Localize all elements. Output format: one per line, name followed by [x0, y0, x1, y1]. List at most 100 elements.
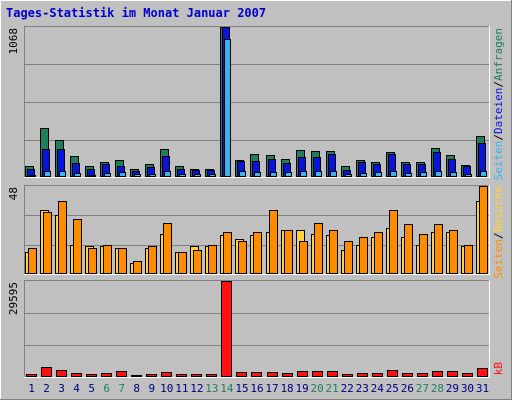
x-tick-label-day-5: 5 — [88, 382, 95, 395]
bar-kb-day-28 — [432, 371, 443, 377]
bar-seiten-day-12 — [194, 174, 201, 177]
bar-kb-day-1 — [26, 374, 37, 377]
bar-seiten-day-10 — [164, 171, 171, 177]
bar-kb-day-31 — [477, 368, 488, 377]
legend-middle-item: / — [492, 232, 505, 239]
bar-seiten-day-9 — [149, 174, 156, 177]
bar-seiten-day-19 — [300, 171, 307, 177]
bar-seiten-day-30 — [465, 174, 472, 177]
x-tick-label-day-30: 30 — [461, 382, 474, 395]
bar-kb-day-16 — [251, 372, 262, 377]
x-tick-label-day-27: 27 — [416, 382, 429, 395]
bar-seiten-visits-day-25 — [389, 210, 398, 274]
legend-top-item: Anfragen — [492, 28, 505, 81]
bar-seiten-visits-day-12 — [193, 250, 202, 274]
bar-kb-day-2 — [41, 367, 52, 377]
bar-kb-day-11 — [176, 374, 187, 377]
legend-bottom-item: kB — [492, 362, 505, 376]
bar-seiten-day-3 — [59, 171, 66, 177]
bar-seiten-visits-day-20 — [314, 223, 323, 274]
x-tick-label-day-12: 12 — [190, 382, 203, 395]
bar-seiten-visits-day-23 — [359, 237, 368, 274]
bar-seiten-visits-day-22 — [344, 241, 353, 274]
legend-middle-item: Besuche — [492, 186, 505, 232]
bar-seiten-visits-day-21 — [329, 230, 338, 274]
bar-seiten-day-13 — [209, 174, 216, 177]
x-axis-day-labels: 1 2 3 4 5 6 7 8 9 10 11 12 13 14 15 16 17 18 19 20 21 22 23 24 2… — [28, 382, 489, 395]
bar-seiten-day-26 — [405, 173, 412, 177]
bar-kb-day-14 — [221, 281, 232, 377]
bar-kb-day-27 — [417, 373, 428, 377]
bar-seiten-day-27 — [420, 172, 427, 177]
bar-kb-day-9 — [146, 374, 157, 377]
bar-seiten-visits-day-24 — [374, 232, 383, 274]
bar-kb-day-12 — [191, 374, 202, 377]
bar-seiten-visits-day-3 — [58, 201, 67, 274]
bar-seiten-visits-day-15 — [238, 241, 247, 274]
bar-seiten-day-11 — [179, 174, 186, 177]
bar-seiten-visits-day-7 — [118, 248, 127, 274]
x-tick-label-day-16: 16 — [250, 382, 263, 395]
bar-seiten-day-4 — [74, 173, 81, 177]
x-tick-label-day-8: 8 — [133, 382, 140, 395]
bar-seiten-visits-day-11 — [178, 252, 187, 274]
bar-seiten-day-21 — [330, 171, 337, 177]
bar-kb-day-10 — [161, 372, 172, 377]
bar-seiten-day-1 — [29, 175, 36, 177]
bar-seiten-visits-day-27 — [419, 234, 428, 274]
bar-seiten-day-16 — [254, 172, 261, 177]
x-tick-label-day-13: 13 — [205, 382, 218, 395]
x-tick-label-day-31: 31 — [476, 382, 489, 395]
x-tick-label-day-9: 9 — [148, 382, 155, 395]
panel-middle-ymax-label: 48 — [7, 187, 20, 200]
bar-kb-day-6 — [101, 373, 112, 377]
bar-kb-day-19 — [297, 371, 308, 377]
legend-bottom: kB — [492, 362, 505, 376]
x-tick-label-day-21: 21 — [326, 382, 339, 395]
x-tick-label-day-10: 10 — [160, 382, 173, 395]
bar-seiten-day-14 — [224, 39, 231, 177]
bar-seiten-day-17 — [270, 172, 277, 177]
bar-kb-day-30 — [462, 373, 473, 377]
bar-seiten-day-29 — [450, 172, 457, 177]
legend-top-item: Seiten — [492, 141, 505, 181]
x-tick-label-day-2: 2 — [43, 382, 50, 395]
bar-seiten-day-2 — [44, 171, 51, 177]
bar-kb-day-25 — [387, 370, 398, 377]
bar-kb-day-4 — [71, 373, 82, 377]
bar-seiten-day-7 — [119, 172, 126, 177]
bar-seiten-visits-day-18 — [284, 230, 293, 274]
bar-kb-day-13 — [206, 374, 217, 377]
bar-seiten-day-31 — [480, 171, 487, 177]
legend-middle-item: Seiten — [492, 239, 505, 279]
bar-kb-day-3 — [56, 370, 67, 377]
bar-seiten-visits-day-19 — [299, 241, 308, 274]
x-tick-label-day-4: 4 — [73, 382, 80, 395]
x-tick-label-day-1: 1 — [28, 382, 35, 395]
bar-seiten-day-6 — [104, 173, 111, 177]
panel-top-ymax-label: 1068 — [7, 28, 20, 55]
bar-kb-day-7 — [116, 371, 127, 377]
x-tick-label-day-19: 19 — [295, 382, 308, 395]
bar-seiten-visits-day-4 — [73, 219, 82, 274]
x-tick-label-day-26: 26 — [401, 382, 414, 395]
bar-seiten-visits-day-14 — [223, 232, 232, 274]
bar-seiten-visits-day-17 — [269, 210, 278, 274]
bar-seiten-day-22 — [345, 174, 352, 177]
x-tick-label-day-15: 15 — [235, 382, 248, 395]
bar-kb-day-8 — [131, 375, 142, 377]
bar-seiten-visits-day-8 — [133, 261, 142, 274]
bar-seiten-visits-day-9 — [148, 246, 157, 274]
x-tick-label-day-18: 18 — [280, 382, 293, 395]
bar-kb-day-20 — [312, 371, 323, 377]
bar-seiten-day-28 — [435, 171, 442, 177]
panel-bottom-area — [24, 280, 490, 378]
bar-seiten-visits-day-26 — [404, 224, 413, 274]
bar-seiten-visits-day-10 — [163, 223, 172, 274]
x-tick-label-day-28: 28 — [431, 382, 444, 395]
bar-seiten-day-15 — [239, 171, 246, 177]
bar-seiten-visits-day-13 — [208, 245, 217, 274]
panel-bottom-ymax-label: 29595 — [7, 282, 20, 315]
